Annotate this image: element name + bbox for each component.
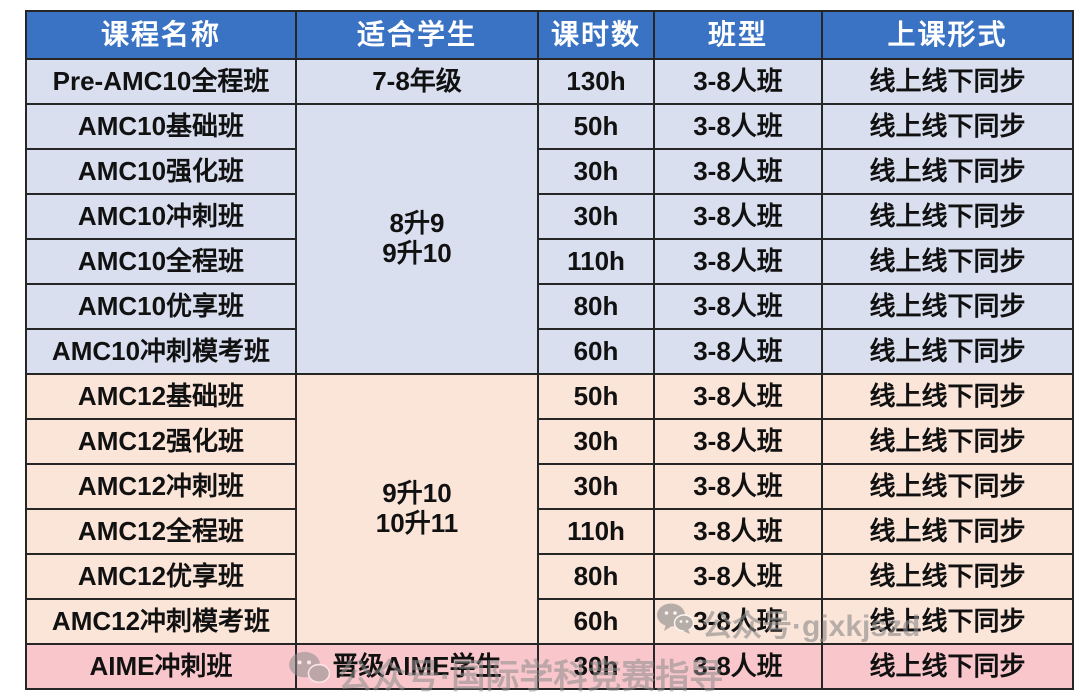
table-row: AMC10冲刺班 30h 3-8人班 线上线下同步 [25,193,1074,240]
header-class-format: 上课形式 [821,10,1074,60]
course-name-cell: AMC10全程班 [25,238,297,285]
header-course-name: 课程名称 [25,10,297,60]
course-name-cell: AMC10优享班 [25,283,297,330]
table-row: AMC10优享班 80h 3-8人班 线上线下同步 [25,283,1074,330]
class-type-cell: 3-8人班 [653,598,823,645]
table-row: Pre-AMC10全程班 7-8年级 130h 3-8人班 线上线下同步 [25,58,1074,105]
class-type-cell: 3-8人班 [653,148,823,195]
class-type-cell: 3-8人班 [653,418,823,465]
class-format-cell: 线上线下同步 [821,553,1074,600]
hours-cell: 30h [537,463,655,510]
hours-cell: 30h [537,418,655,465]
course-name-cell: AMC12基础班 [25,373,297,420]
class-format-cell: 线上线下同步 [821,643,1074,690]
students-cell: 7-8年级 [295,58,539,105]
class-type-cell: 3-8人班 [653,283,823,330]
course-name-cell: Pre-AMC10全程班 [25,58,297,105]
course-name-cell: AMC12冲刺模考班 [25,598,297,645]
hours-cell: 80h [537,553,655,600]
hours-cell: 50h [537,103,655,150]
table-row: AMC10全程班 110h 3-8人班 线上线下同步 [25,238,1074,285]
table-row: AMC12冲刺班 30h 3-8人班 线上线下同步 [25,463,1074,510]
class-format-cell: 线上线下同步 [821,103,1074,150]
course-name-cell: AMC12优享班 [25,553,297,600]
course-name-cell: AMC10冲刺班 [25,193,297,240]
class-type-cell: 3-8人班 [653,508,823,555]
table-row: AMC12优享班 80h 3-8人班 线上线下同步 [25,553,1074,600]
table-row: AIME冲刺班 晋级AIME学生 30h 3-8人班 线上线下同步 [25,643,1074,690]
class-type-cell: 3-8人班 [653,643,823,690]
class-format-cell: 线上线下同步 [821,328,1074,375]
course-name-cell: AMC10冲刺模考班 [25,328,297,375]
students-cell: 9升10 10升11 [295,373,539,645]
header-hours: 课时数 [537,10,655,60]
class-type-cell: 3-8人班 [653,193,823,240]
class-format-cell: 线上线下同步 [821,373,1074,420]
course-name-cell: AMC12全程班 [25,508,297,555]
table-header: 课程名称 适合学生 课时数 班型 上课形式 [25,10,1074,60]
class-type-cell: 3-8人班 [653,58,823,105]
table-row: AMC10基础班 8升9 9升10 50h 3-8人班 线上线下同步 [25,103,1074,375]
hours-cell: 110h [537,508,655,555]
class-format-cell: 线上线下同步 [821,193,1074,240]
class-type-cell: 3-8人班 [653,103,823,150]
class-format-cell: 线上线下同步 [821,418,1074,465]
hours-cell: 30h [537,148,655,195]
hours-cell: 60h [537,328,655,375]
course-name-cell: AMC10强化班 [25,148,297,195]
course-name-cell: AMC10基础班 [25,103,297,150]
class-type-cell: 3-8人班 [653,373,823,420]
class-type-cell: 3-8人班 [653,553,823,600]
class-format-cell: 线上线下同步 [821,238,1074,285]
students-cell: 晋级AIME学生 [295,643,539,690]
course-table-body: Pre-AMC10全程班 7-8年级 130h 3-8人班 线上线下同步 AMC10基础班… [25,58,1074,690]
class-format-cell: 线上线下同步 [821,508,1074,555]
hours-cell: 30h [537,193,655,240]
table-row: AMC10冲刺模考班 60h 3-8人班 线上线下同步 [25,328,1074,375]
hours-cell: 30h [537,643,655,690]
course-table: 课程名称 适合学生 课时数 班型 上课形式 Pre-AMC10全程班 7-8年级 1… [25,10,1074,690]
header-row: 课程名称 适合学生 课时数 班型 上课形式 [25,10,1074,60]
course-schedule-table: 课程名称 适合学生 课时数 班型 上课形式 Pre-AMC10全程班 7-8年级 1… [25,10,1074,690]
hours-cell: 50h [537,373,655,420]
table-row: AMC12冲刺模考班 60h 3-8人班 线上线下同步 [25,598,1074,645]
table-row: AMC10强化班 30h 3-8人班 线上线下同步 [25,148,1074,195]
class-format-cell: 线上线下同步 [821,463,1074,510]
header-class-type: 班型 [653,10,823,60]
class-format-cell: 线上线下同步 [821,598,1074,645]
header-students: 适合学生 [295,10,539,60]
table-row: AMC12基础班 9升10 10升11 50h 3-8人班 线上线下同步 [25,373,1074,645]
class-type-cell: 3-8人班 [653,463,823,510]
hours-cell: 110h [537,238,655,285]
class-type-cell: 3-8人班 [653,328,823,375]
class-format-cell: 线上线下同步 [821,148,1074,195]
table-row: AMC12全程班 110h 3-8人班 线上线下同步 [25,508,1074,555]
class-type-cell: 3-8人班 [653,238,823,285]
table-row: AMC12强化班 30h 3-8人班 线上线下同步 [25,418,1074,465]
class-format-cell: 线上线下同步 [821,58,1074,105]
students-cell: 8升9 9升10 [295,103,539,375]
course-name-cell: AMC12冲刺班 [25,463,297,510]
hours-cell: 80h [537,283,655,330]
course-name-cell: AIME冲刺班 [25,643,297,690]
class-format-cell: 线上线下同步 [821,283,1074,330]
course-name-cell: AMC12强化班 [25,418,297,465]
hours-cell: 130h [537,58,655,105]
hours-cell: 60h [537,598,655,645]
